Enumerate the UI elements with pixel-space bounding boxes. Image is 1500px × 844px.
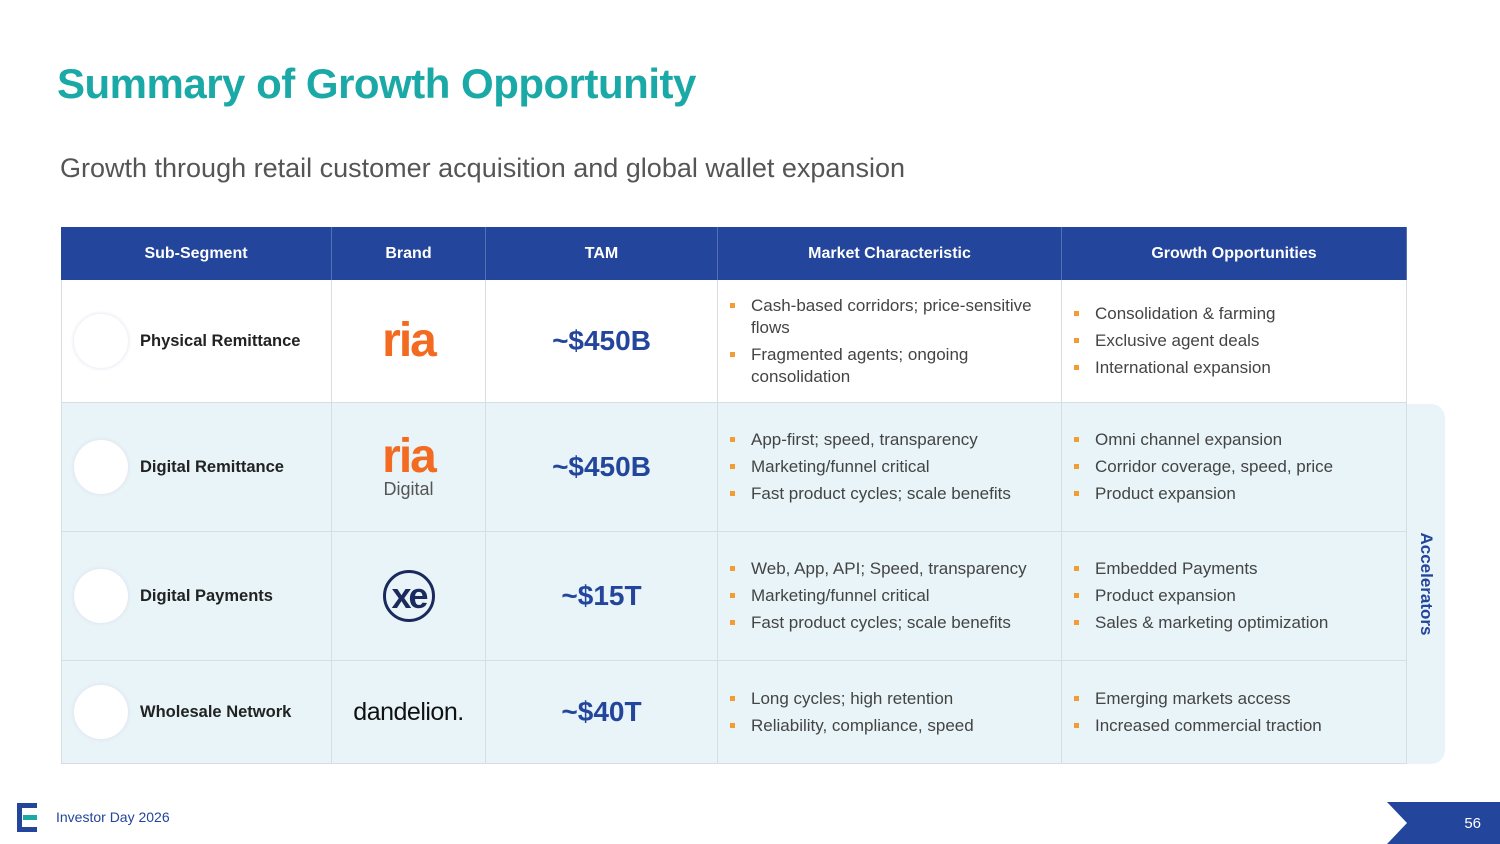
brand-caption: Digital	[383, 478, 434, 499]
page-tab: 56	[1387, 802, 1500, 844]
brand-logo: ria	[382, 429, 437, 483]
market-item: App-first; speed, transparency	[730, 429, 1011, 451]
column-header: Brand	[332, 227, 486, 280]
brand-logo: ria	[382, 314, 437, 367]
segment-icon	[74, 440, 128, 494]
segment-cell: Physical Remittance	[61, 280, 332, 403]
column-header: Sub-Segment	[61, 227, 332, 280]
brand-cell: dandelion.	[332, 661, 486, 764]
growth-list: Consolidation & farming Exclusive agent d…	[1062, 298, 1285, 384]
market-item: Fast product cycles; scale benefits	[730, 483, 1011, 505]
tam-value: ~$450B	[552, 325, 651, 356]
growth-item: Corridor coverage, speed, price	[1074, 456, 1333, 478]
column-header: Market Characteristic	[718, 227, 1062, 280]
brand-cell: ria Digital	[332, 403, 486, 532]
market-item: Reliability, compliance, speed	[730, 715, 974, 737]
market-item: Fast product cycles; scale benefits	[730, 612, 1027, 634]
footer-text: Investor Day 2026	[56, 809, 170, 825]
title: Summary of Growth Opportunity	[57, 60, 696, 107]
growth-item: Consolidation & farming	[1074, 303, 1275, 325]
tam-cell: ~$15T	[486, 532, 718, 661]
market-list: Cash-based corridors; price-sensitive fl…	[718, 290, 1061, 393]
growth-item: Exclusive agent deals	[1074, 330, 1275, 352]
market-item: Long cycles; high retention	[730, 688, 974, 710]
brand-cell: xe	[332, 532, 486, 661]
segment-name: Physical Remittance	[140, 331, 301, 350]
segment-icon	[74, 569, 128, 623]
growth-item: Omni channel expansion	[1074, 429, 1333, 451]
page-number: 56	[1464, 815, 1481, 832]
growth-item: Increased commercial traction	[1074, 715, 1322, 737]
segment-icon	[74, 685, 128, 739]
growth-item: Product expansion	[1074, 483, 1333, 505]
market-item: Marketing/funnel critical	[730, 456, 1011, 478]
growth-item: Sales & marketing optimization	[1074, 612, 1328, 634]
growth-list: Emerging markets access Increased commerc…	[1062, 683, 1332, 742]
tam-value: ~$450B	[552, 451, 651, 482]
growth-cell: Emerging markets access Increased commerc…	[1062, 661, 1407, 764]
column-header: TAM	[486, 227, 718, 280]
tam-cell: ~$450B	[486, 403, 718, 532]
market-item: Web, App, API; Speed, transparency	[730, 558, 1027, 580]
market-list: Web, App, API; Speed, transparency Market…	[718, 553, 1037, 639]
market-cell: Long cycles; high retention Reliability, …	[718, 661, 1062, 764]
segment-name: Digital Remittance	[140, 457, 284, 476]
segment-name: Wholesale Network	[140, 702, 292, 721]
side-label: Accelerators	[1417, 532, 1436, 636]
market-list: Long cycles; high retention Reliability, …	[718, 683, 984, 742]
segment-icon	[74, 314, 128, 368]
brand-logo: xe	[382, 570, 435, 622]
subtitle: Growth through retail customer acquisiti…	[60, 153, 905, 183]
growth-cell: Consolidation & farming Exclusive agent d…	[1062, 280, 1407, 403]
segment-cell: Digital Payments	[61, 532, 332, 661]
side-panel: Accelerators	[1407, 404, 1445, 764]
tam-cell: ~$40T	[486, 661, 718, 764]
segment-cell: Digital Remittance	[61, 403, 332, 532]
market-cell: App-first; speed, transparency Marketing/…	[718, 403, 1062, 532]
growth-item: Embedded Payments	[1074, 558, 1328, 580]
brand-cell: ria	[332, 280, 486, 403]
growth-list: Embedded Payments Product expansion Sales …	[1062, 553, 1338, 639]
tam-value: ~$15T	[561, 580, 642, 611]
column-header: Growth Opportunities	[1062, 227, 1407, 280]
market-item: Cash-based corridors; price-sensitive fl…	[730, 295, 1051, 339]
segment-cell: Wholesale Network	[61, 661, 332, 764]
market-list: App-first; speed, transparency Marketing/…	[718, 424, 1021, 510]
segment-name: Digital Payments	[140, 586, 273, 605]
market-cell: Web, App, API; Speed, transparency Market…	[718, 532, 1062, 661]
footer-logo	[17, 803, 37, 832]
growth-item: Emerging markets access	[1074, 688, 1322, 710]
tam-cell: ~$450B	[486, 280, 718, 403]
tam-value: ~$40T	[561, 696, 642, 727]
market-item: Marketing/funnel critical	[730, 585, 1027, 607]
growth-item: Product expansion	[1074, 585, 1328, 607]
growth-list: Omni channel expansion Corridor coverage,…	[1062, 424, 1343, 510]
market-item: Fragmented agents; ongoing consolidation	[730, 344, 1051, 388]
brand-logo: dandelion.	[353, 697, 464, 726]
growth-cell: Embedded Payments Product expansion Sales …	[1062, 532, 1407, 661]
growth-item: International expansion	[1074, 357, 1275, 379]
growth-cell: Omni channel expansion Corridor coverage,…	[1062, 403, 1407, 532]
market-cell: Cash-based corridors; price-sensitive fl…	[718, 280, 1062, 403]
